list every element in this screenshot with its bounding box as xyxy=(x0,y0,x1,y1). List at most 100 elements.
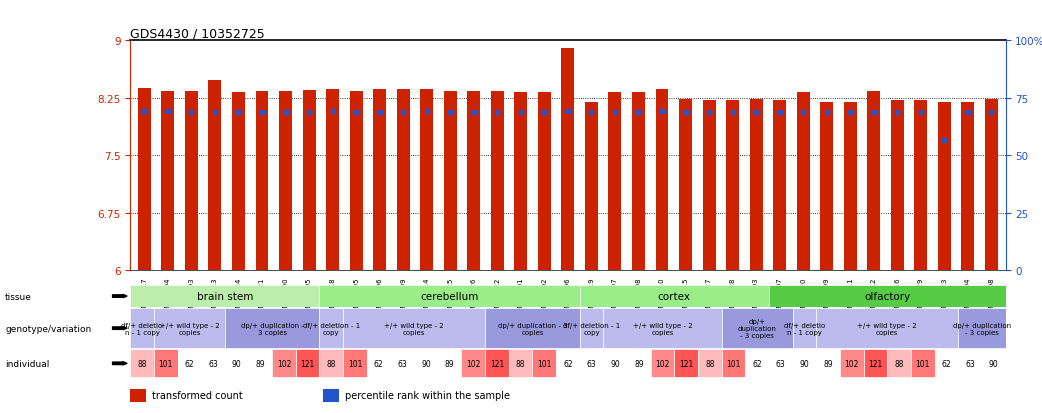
Bar xyxy=(373,90,387,271)
Bar xyxy=(698,349,722,377)
Text: 101: 101 xyxy=(348,359,363,368)
Bar xyxy=(438,349,462,377)
Text: 88: 88 xyxy=(138,359,147,368)
Text: 88: 88 xyxy=(705,359,715,368)
Text: 101: 101 xyxy=(537,359,551,368)
Bar xyxy=(985,100,998,271)
Text: 121: 121 xyxy=(490,359,504,368)
Bar xyxy=(579,349,603,377)
Text: +/+ wild type - 2
copies: +/+ wild type - 2 copies xyxy=(384,322,444,335)
Bar xyxy=(603,309,722,348)
Text: +/+ wild type - 2
copies: +/+ wild type - 2 copies xyxy=(632,322,692,335)
Bar xyxy=(367,349,391,377)
Text: dp/+ duplication -
3 copies: dp/+ duplication - 3 copies xyxy=(241,322,303,335)
Bar xyxy=(982,349,1006,377)
Bar xyxy=(279,92,292,271)
Bar xyxy=(343,349,367,377)
Bar xyxy=(320,285,579,307)
Bar xyxy=(232,93,245,271)
Bar xyxy=(414,349,438,377)
Bar xyxy=(844,102,857,271)
Bar xyxy=(138,89,151,271)
Bar xyxy=(864,349,887,377)
Bar xyxy=(201,349,225,377)
Bar xyxy=(702,101,716,271)
Bar xyxy=(935,349,959,377)
Bar xyxy=(515,93,527,271)
Bar xyxy=(486,309,579,348)
Bar xyxy=(603,349,627,377)
Bar xyxy=(225,349,249,377)
Text: 90: 90 xyxy=(799,359,810,368)
Text: 102: 102 xyxy=(655,359,670,368)
Text: 62: 62 xyxy=(942,359,951,368)
Bar xyxy=(887,349,911,377)
Bar xyxy=(579,309,603,348)
Text: 90: 90 xyxy=(421,359,430,368)
Text: cerebellum: cerebellum xyxy=(420,291,478,301)
Text: dp/+ duplication - 3
copies: dp/+ duplication - 3 copies xyxy=(498,322,567,335)
Text: cortex: cortex xyxy=(658,291,691,301)
Text: df/+ deletion - 1
copy: df/+ deletion - 1 copy xyxy=(563,322,620,335)
Text: 63: 63 xyxy=(776,359,786,368)
Text: olfactory: olfactory xyxy=(864,291,911,301)
Bar xyxy=(154,349,177,377)
Bar xyxy=(793,309,816,348)
Text: df/+ deletio
n - 1 copy: df/+ deletio n - 1 copy xyxy=(122,322,163,335)
Bar xyxy=(130,309,154,348)
Text: dp/+ duplication
- 3 copies: dp/+ duplication - 3 copies xyxy=(952,322,1011,335)
Text: 102: 102 xyxy=(277,359,291,368)
Bar xyxy=(585,102,598,271)
Bar xyxy=(609,93,621,271)
Text: transformed count: transformed count xyxy=(152,390,243,401)
Bar xyxy=(867,92,880,271)
Text: 90: 90 xyxy=(231,359,242,368)
Bar xyxy=(208,81,221,271)
Bar xyxy=(255,92,269,271)
Bar xyxy=(674,349,698,377)
Text: 63: 63 xyxy=(208,359,218,368)
Text: 89: 89 xyxy=(445,359,454,368)
Bar xyxy=(320,309,343,348)
Text: 63: 63 xyxy=(587,359,596,368)
Bar xyxy=(462,349,486,377)
Bar xyxy=(891,101,903,271)
Text: 90: 90 xyxy=(989,359,998,368)
Bar xyxy=(556,349,579,377)
Bar xyxy=(486,349,508,377)
Text: 63: 63 xyxy=(965,359,975,368)
Text: 89: 89 xyxy=(823,359,833,368)
Bar xyxy=(467,92,480,271)
Bar xyxy=(323,389,339,402)
Bar xyxy=(326,90,339,271)
Bar xyxy=(962,103,974,271)
Bar xyxy=(508,349,532,377)
Bar xyxy=(655,90,669,271)
Text: 121: 121 xyxy=(300,359,315,368)
Bar xyxy=(816,309,959,348)
Bar xyxy=(769,349,793,377)
Text: 63: 63 xyxy=(397,359,407,368)
Bar xyxy=(154,309,225,348)
Bar xyxy=(302,91,316,271)
Bar xyxy=(632,93,645,271)
Bar xyxy=(579,285,769,307)
Bar xyxy=(130,349,154,377)
Bar xyxy=(726,101,739,271)
Text: 90: 90 xyxy=(611,359,620,368)
Bar xyxy=(627,349,650,377)
Text: 102: 102 xyxy=(466,359,480,368)
Text: 121: 121 xyxy=(679,359,693,368)
Bar xyxy=(538,93,551,271)
Bar xyxy=(938,102,950,271)
Bar xyxy=(840,349,864,377)
Text: percentile rank within the sample: percentile rank within the sample xyxy=(345,390,510,401)
Bar xyxy=(816,349,840,377)
Text: individual: individual xyxy=(5,359,50,368)
Text: df/+ deletion - 1
copy: df/+ deletion - 1 copy xyxy=(303,322,359,335)
Bar xyxy=(130,285,320,307)
Bar xyxy=(797,93,810,271)
Bar xyxy=(959,309,1006,348)
Bar xyxy=(914,101,927,271)
Bar xyxy=(420,90,433,271)
